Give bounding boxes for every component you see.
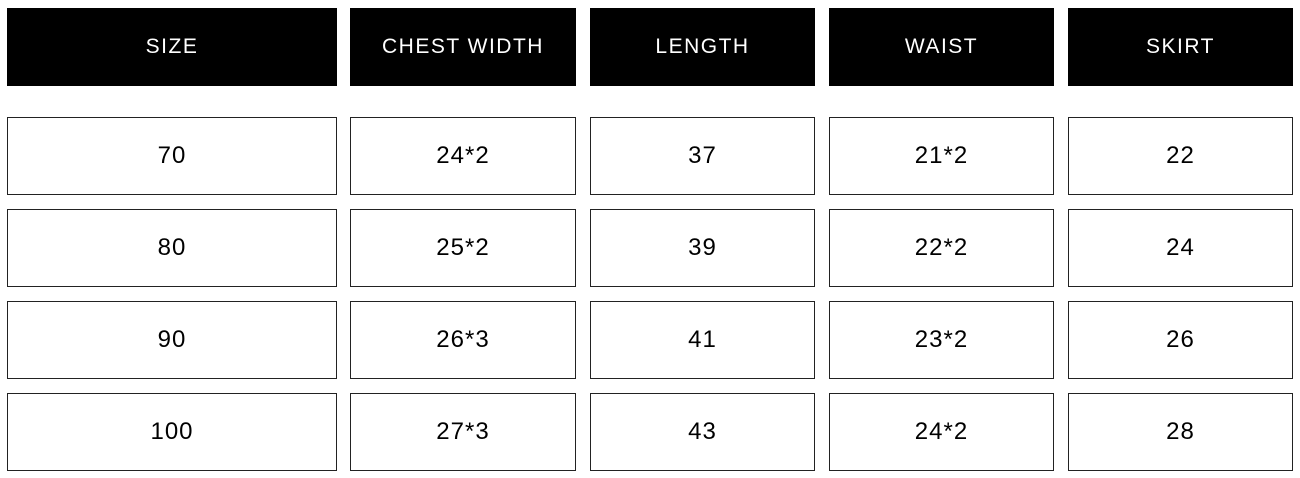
cell-chest-width: 24*2 xyxy=(350,117,576,195)
cell-size: 70 xyxy=(7,117,337,195)
header-skirt: SKIRT xyxy=(1068,8,1293,86)
cell-length: 43 xyxy=(590,393,815,471)
cell-chest-width: 26*3 xyxy=(350,301,576,379)
cell-length: 37 xyxy=(590,117,815,195)
cell-chest-width: 27*3 xyxy=(350,393,576,471)
header-size: SIZE xyxy=(7,8,337,86)
cell-size: 90 xyxy=(7,301,337,379)
cell-size: 80 xyxy=(7,209,337,287)
cell-waist: 24*2 xyxy=(829,393,1054,471)
cell-skirt: 28 xyxy=(1068,393,1293,471)
cell-skirt: 26 xyxy=(1068,301,1293,379)
cell-waist: 23*2 xyxy=(829,301,1054,379)
header-waist: WAIST xyxy=(829,8,1054,86)
cell-length: 41 xyxy=(590,301,815,379)
cell-waist: 21*2 xyxy=(829,117,1054,195)
cell-skirt: 24 xyxy=(1068,209,1293,287)
cell-waist: 22*2 xyxy=(829,209,1054,287)
header-chest-width: CHEST WIDTH xyxy=(350,8,576,86)
cell-length: 39 xyxy=(590,209,815,287)
cell-size: 100 xyxy=(7,393,337,471)
header-length: LENGTH xyxy=(590,8,815,86)
cell-skirt: 22 xyxy=(1068,117,1293,195)
cell-chest-width: 25*2 xyxy=(350,209,576,287)
